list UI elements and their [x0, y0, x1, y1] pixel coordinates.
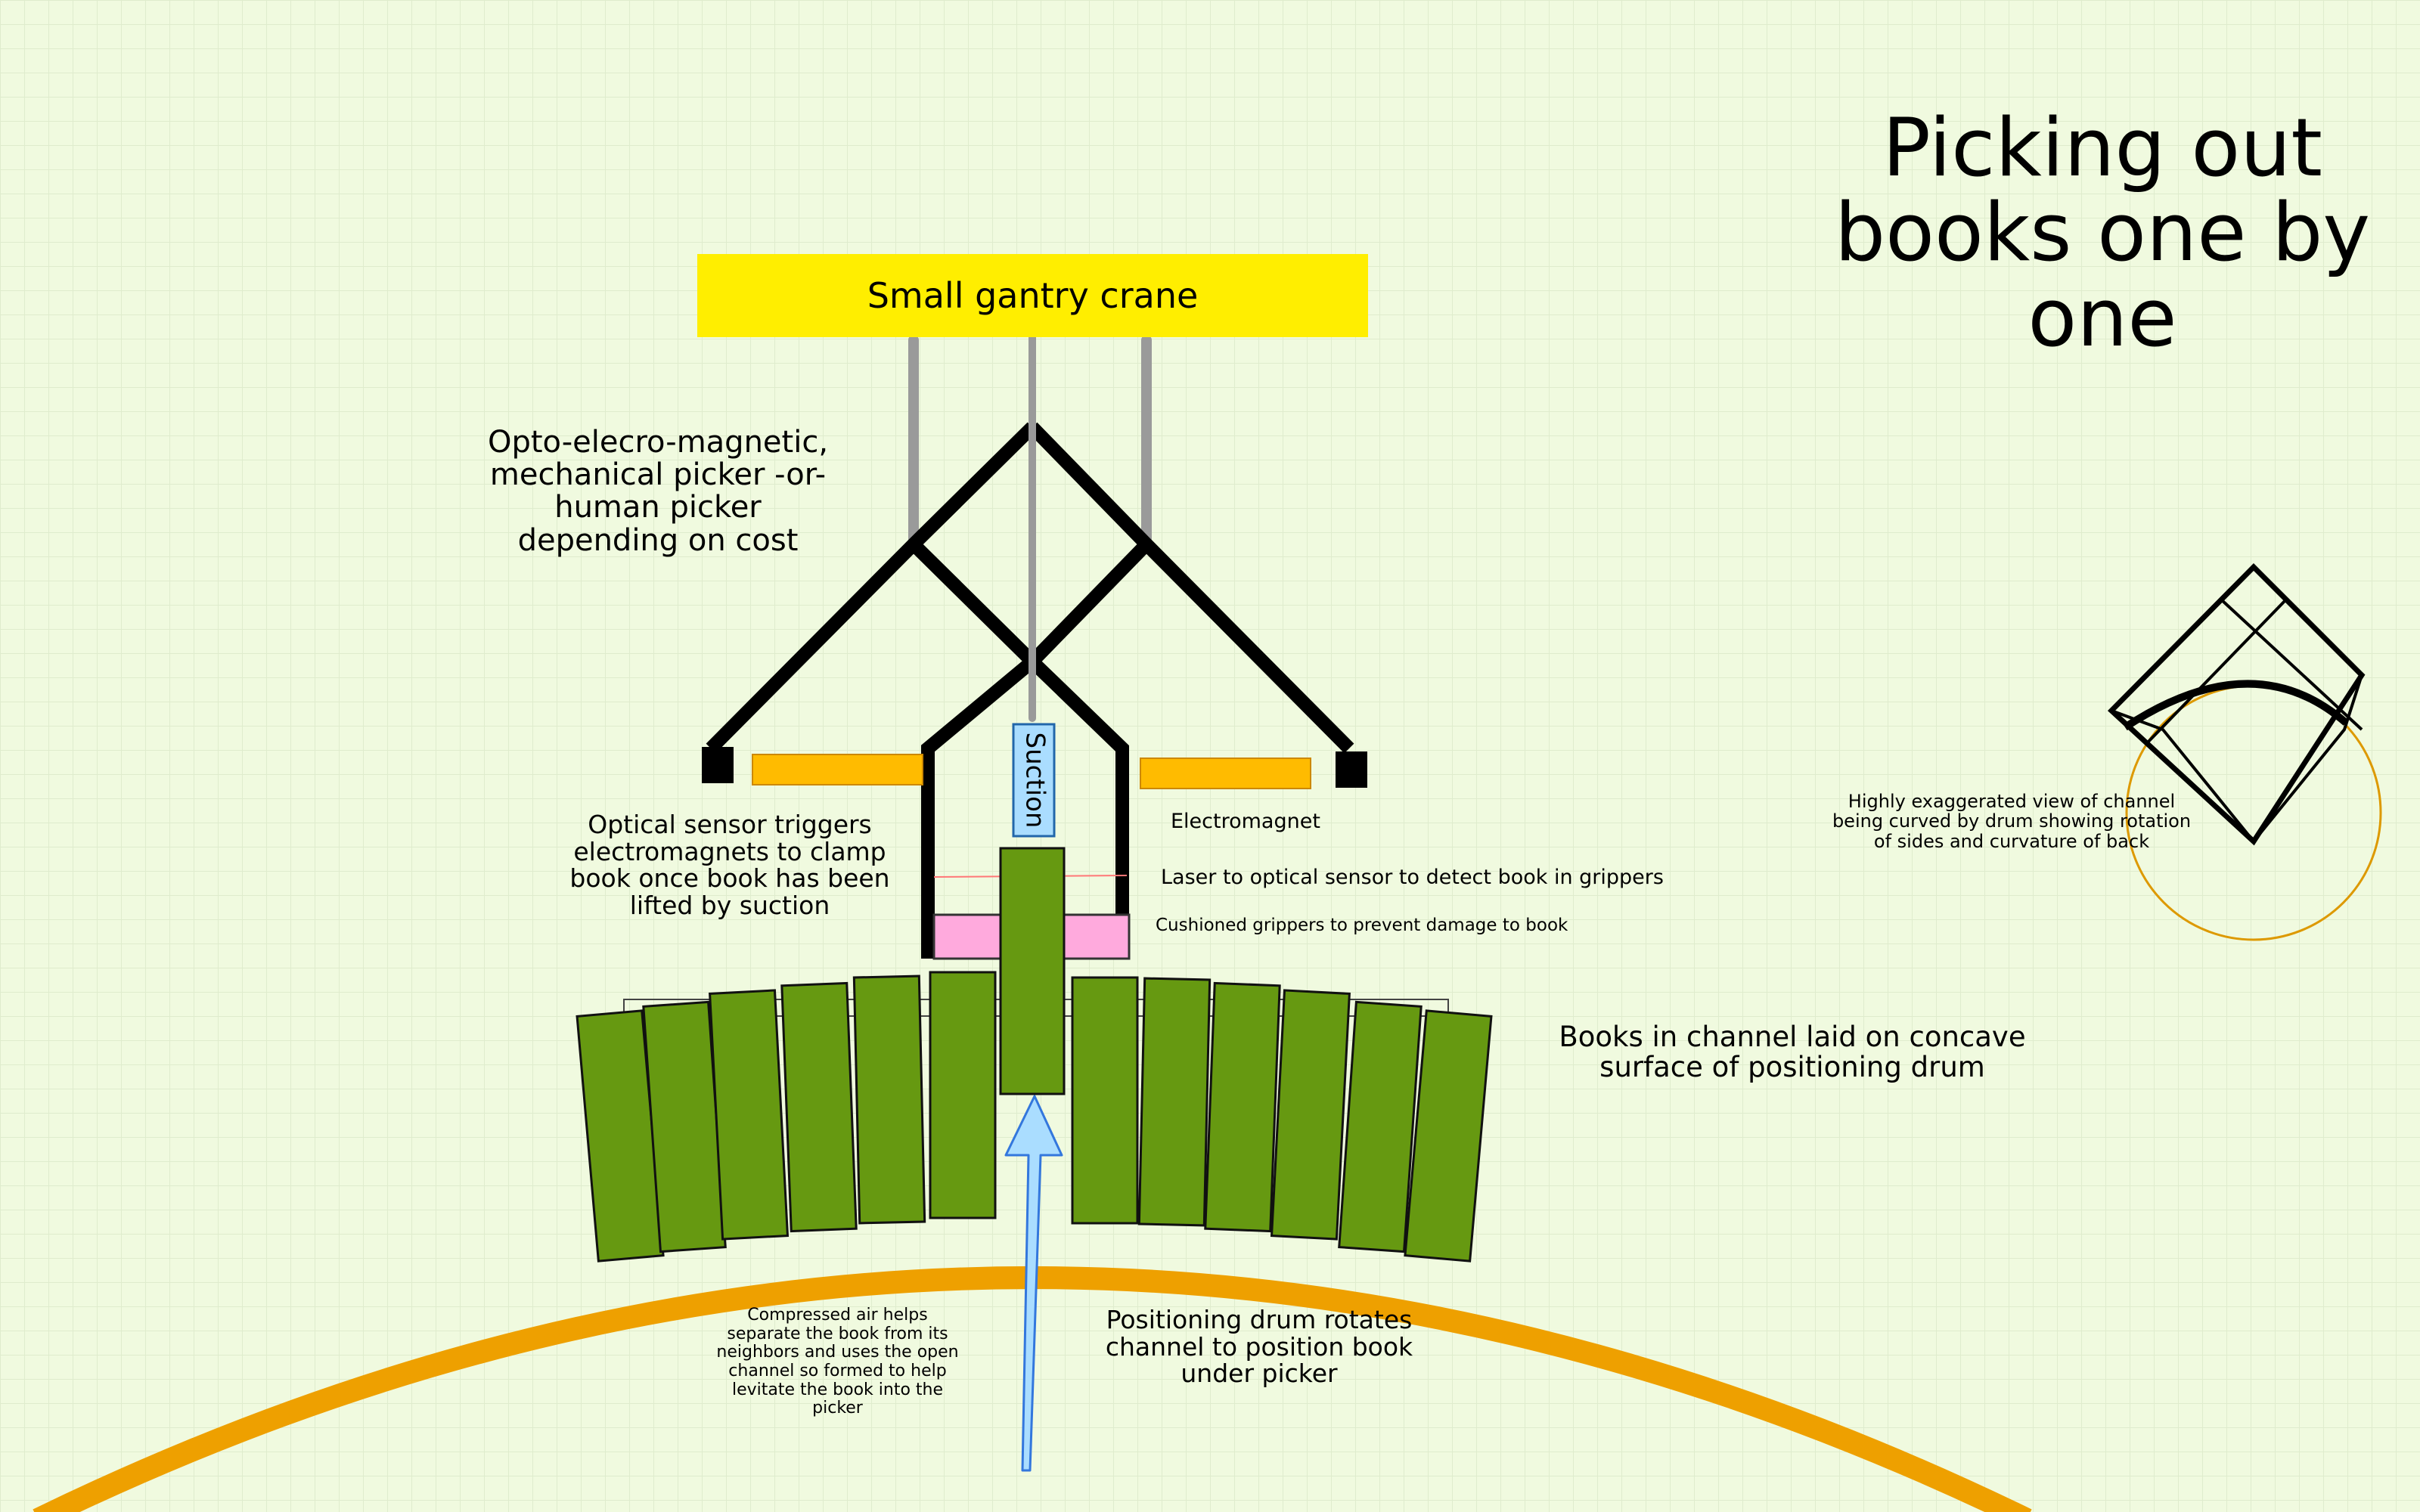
- gripper-left: [932, 913, 1002, 960]
- book: [1270, 989, 1351, 1241]
- compressed-air-line: separate the book from its: [727, 1324, 948, 1343]
- electromagnet-label-text: Electromagnet: [1171, 810, 1320, 833]
- books-label-line: surface of positioning drum: [1599, 1050, 1985, 1083]
- compressed-air-line: levitate the book into the: [732, 1380, 943, 1399]
- picker-label-line: depending on cost: [517, 522, 799, 558]
- book: [1071, 976, 1139, 1225]
- picker-label-line: Opto-elecro-magnetic,: [487, 425, 829, 460]
- picker-label: Opto-elecro-magnetic, mechanical picker …: [469, 426, 847, 557]
- optical-sensor-label: Optical sensor triggers electromagnets t…: [552, 811, 908, 919]
- electromagnet-label: Electromagnet: [1171, 810, 1320, 832]
- page-title: Picking out books one by one: [1800, 101, 2405, 364]
- inset-curved-back: [2123, 680, 2349, 731]
- optical-label-line: lifted by suction: [629, 890, 830, 920]
- inset-label: Highly exaggerated view of channel being…: [1815, 791, 2208, 852]
- books-label-line: Books in channel laid on concave: [1559, 1021, 2026, 1053]
- inset-channel-line: [2220, 598, 2363, 731]
- optical-label-line: book once book has been: [569, 863, 890, 894]
- compressed-air-line: neighbors and uses the open: [716, 1343, 959, 1362]
- right-claw-tip: [1336, 751, 1367, 788]
- inset-label-line: being curved by drum showing rotation: [1832, 810, 2192, 832]
- inset-label-line: Highly exaggerated view of channel: [1848, 791, 2176, 812]
- book: [852, 974, 926, 1225]
- book: [1404, 1009, 1493, 1263]
- grippers-label-text: Cushioned grippers to prevent damage to …: [1156, 916, 1568, 935]
- gantry-crane: Small gantry crane: [697, 254, 1368, 337]
- picker-arm: [921, 539, 1152, 959]
- drum-label-line: under picker: [1181, 1359, 1338, 1389]
- suction-box: [1012, 723, 1056, 838]
- book: [929, 971, 997, 1219]
- grippers-label: Cushioned grippers to prevent damage to …: [1156, 916, 1568, 935]
- book: [1204, 981, 1281, 1233]
- book: [709, 989, 790, 1241]
- book: [780, 981, 858, 1233]
- left-claw-tip: [702, 747, 734, 783]
- electromagnet-right: [1140, 758, 1311, 789]
- title-line: one: [2028, 271, 2177, 364]
- drum-label: Positioning drum rotates channel to posi…: [1089, 1306, 1429, 1387]
- lifted-book: [999, 847, 1066, 1095]
- picker-arm: [908, 539, 1129, 959]
- inset-channel-line: [2144, 598, 2288, 746]
- suction-label: Suction: [1020, 733, 1050, 829]
- book: [1137, 977, 1212, 1227]
- electromagnet-left: [752, 754, 923, 785]
- drum-label-line: Positioning drum rotates: [1106, 1305, 1413, 1334]
- inset-label-line: of sides and curvature of back: [1873, 830, 2150, 852]
- compressed-air-line: Compressed air helps: [747, 1306, 928, 1325]
- gantry-crane-label: Small gantry crane: [867, 275, 1199, 316]
- title-line: Picking out: [1882, 101, 2322, 194]
- books-group: [576, 971, 1493, 1263]
- laser-label: Laser to optical sensor to detect book i…: [1161, 866, 1664, 888]
- compressed-air-label: Compressed air helps separate the book f…: [707, 1306, 968, 1418]
- picker-label-line: human picker: [554, 490, 762, 525]
- inset-channel-outline: [2108, 565, 2364, 844]
- books-label: Books in channel laid on concave surface…: [1543, 1022, 2042, 1083]
- gripper-right: [1061, 913, 1131, 960]
- picker-label-line: mechanical picker -or-: [489, 457, 827, 493]
- title-line: books one by: [1834, 186, 2371, 280]
- compressed-air-arrow: [1004, 1095, 1063, 1472]
- drum-label-line: channel to position book: [1105, 1331, 1413, 1362]
- channel-inset: [2107, 563, 2382, 941]
- picker-frame: [702, 333, 1367, 959]
- optical-label-line: electromagnets to clamp: [573, 836, 886, 866]
- compressed-air-line: picker: [812, 1399, 863, 1418]
- laser-label-text: Laser to optical sensor to detect book i…: [1161, 866, 1664, 889]
- book: [1338, 1000, 1423, 1253]
- optical-label-line: Optical sensor triggers: [588, 810, 872, 839]
- compressed-air-line: channel so formed to help: [728, 1361, 947, 1380]
